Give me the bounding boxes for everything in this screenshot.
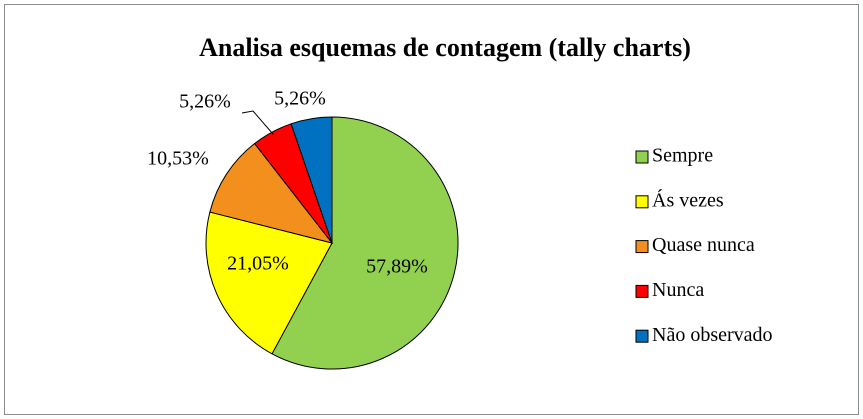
data-label: 57,89% [366, 256, 428, 278]
data-label: 10,53% [147, 148, 209, 170]
data-label: 5,26% [274, 88, 326, 110]
legend-label: Não observado [652, 324, 773, 346]
data-label: 21,05% [227, 253, 289, 275]
pie-slice [205, 211, 333, 355]
chart-title: Analisa esquemas de contagem (tally char… [199, 33, 691, 62]
pie-slice [209, 142, 334, 244]
legend-label: Ás vezes [652, 188, 724, 211]
legend-swatch [635, 150, 649, 164]
data-label: 5,26% [179, 91, 231, 113]
legend-swatch [635, 284, 649, 298]
legend-label: Nunca [652, 279, 704, 301]
pie-slice [290, 116, 333, 244]
legend-swatch [635, 240, 649, 254]
legend-swatch [635, 329, 649, 343]
legend-label: Sempre [652, 145, 713, 167]
legend-swatch [635, 195, 649, 209]
legend-label: Quase nunca [652, 234, 755, 256]
leader-line [241, 110, 274, 135]
pie-slice [271, 116, 459, 370]
